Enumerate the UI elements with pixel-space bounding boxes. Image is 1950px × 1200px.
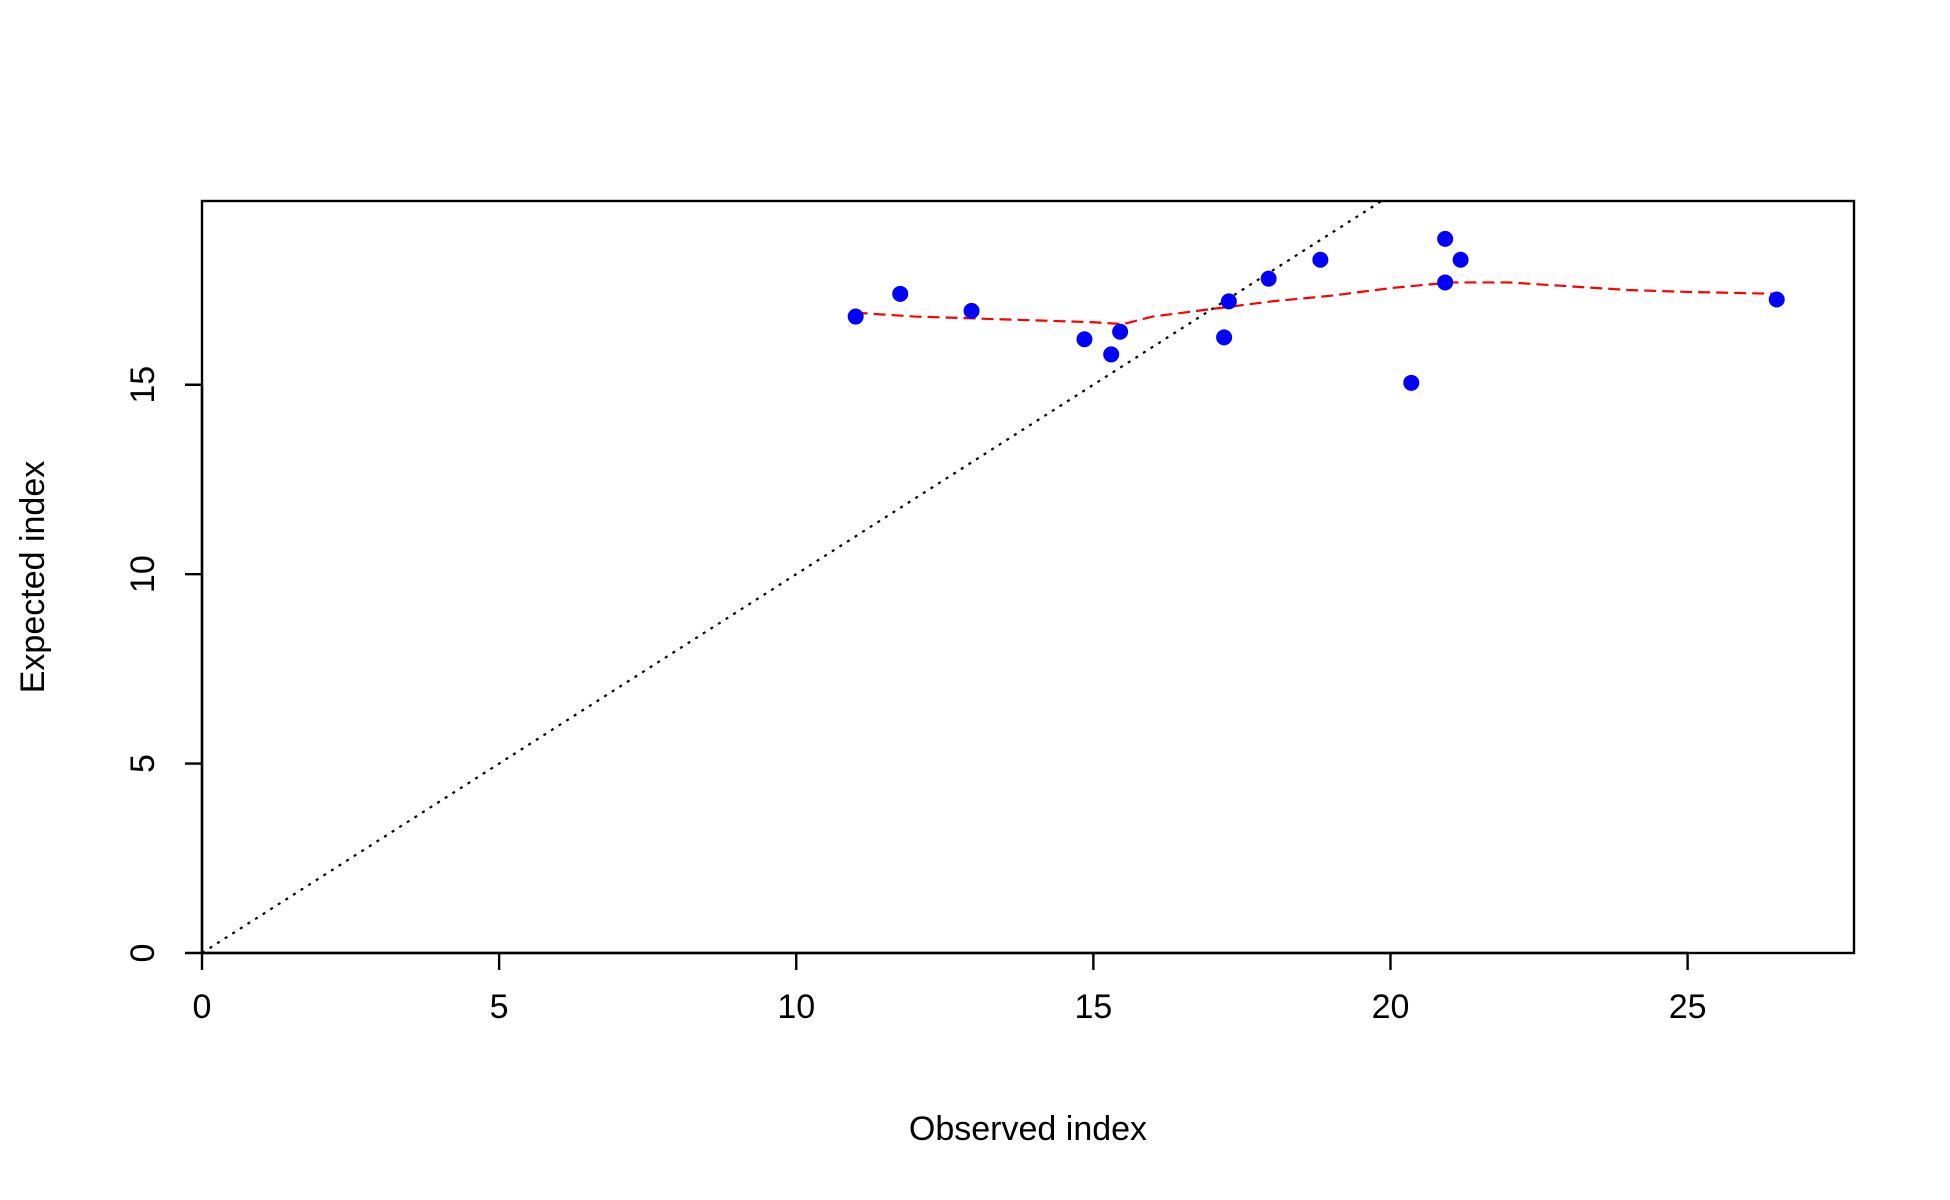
y-tick-label: 15 <box>124 366 162 404</box>
y-axis: 0 5 10 15 <box>124 366 204 963</box>
data-point <box>892 285 909 302</box>
data-point <box>1312 251 1329 268</box>
x-tick-label: 15 <box>1074 988 1112 1026</box>
data-point <box>847 308 864 325</box>
y-tick-label: 0 <box>124 944 162 963</box>
data-point <box>1437 230 1454 247</box>
x-tick-label: 10 <box>777 988 815 1026</box>
data-point <box>963 302 980 319</box>
x-tick-label: 20 <box>1372 988 1410 1026</box>
data-point <box>1216 329 1233 346</box>
data-point <box>1260 270 1277 287</box>
x-tick-label: 0 <box>193 988 212 1026</box>
y-tick-label: 5 <box>124 754 162 773</box>
data-point <box>1437 274 1454 291</box>
x-tick-label: 25 <box>1669 988 1707 1026</box>
data-point <box>1452 251 1469 268</box>
x-axis: 0 5 10 15 20 25 <box>193 951 1707 1026</box>
y-axis-label: Expected index <box>14 461 52 694</box>
x-tick-label: 5 <box>490 988 509 1026</box>
data-point <box>1768 291 1785 308</box>
x-axis-label: Observed index <box>909 1110 1147 1148</box>
data-point <box>1112 323 1129 340</box>
y-tick-label: 10 <box>124 555 162 593</box>
smooth-trend-line <box>855 281 1777 326</box>
data-point <box>1103 346 1120 363</box>
data-point <box>1220 293 1237 310</box>
data-points <box>847 230 1785 391</box>
data-point <box>1403 374 1420 391</box>
data-point <box>1076 331 1093 348</box>
